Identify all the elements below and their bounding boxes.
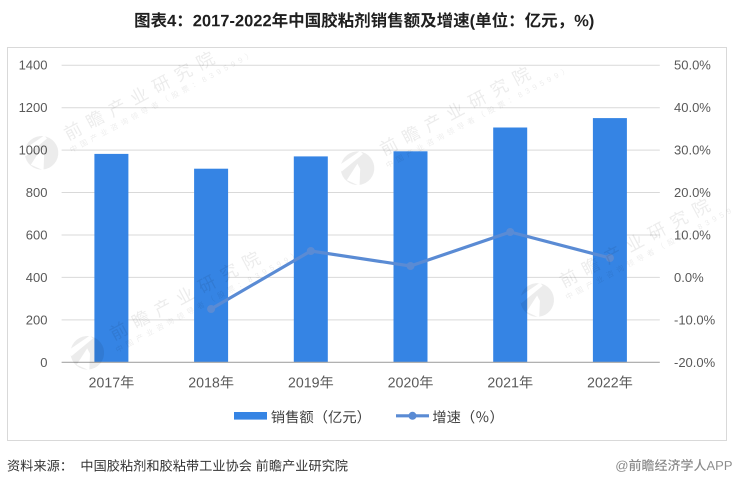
svg-text:20.0%: 20.0% — [674, 185, 711, 200]
svg-text:400: 400 — [26, 270, 48, 285]
svg-text:50.0%: 50.0% — [674, 58, 711, 73]
svg-text:1400: 1400 — [19, 58, 48, 73]
svg-text:1200: 1200 — [19, 100, 48, 115]
svg-text:0.0%: 0.0% — [674, 270, 704, 285]
svg-text:-20.0%: -20.0% — [674, 355, 716, 370]
svg-text:0: 0 — [40, 355, 47, 370]
svg-text:-10.0%: -10.0% — [674, 312, 716, 327]
svg-text:600: 600 — [26, 228, 48, 243]
svg-text:40.0%: 40.0% — [674, 100, 711, 115]
svg-text:10.0%: 10.0% — [674, 228, 711, 243]
svg-text:200: 200 — [26, 312, 48, 327]
svg-text:30.0%: 30.0% — [674, 143, 711, 158]
svg-text:800: 800 — [26, 185, 48, 200]
svg-text:1000: 1000 — [19, 143, 48, 158]
